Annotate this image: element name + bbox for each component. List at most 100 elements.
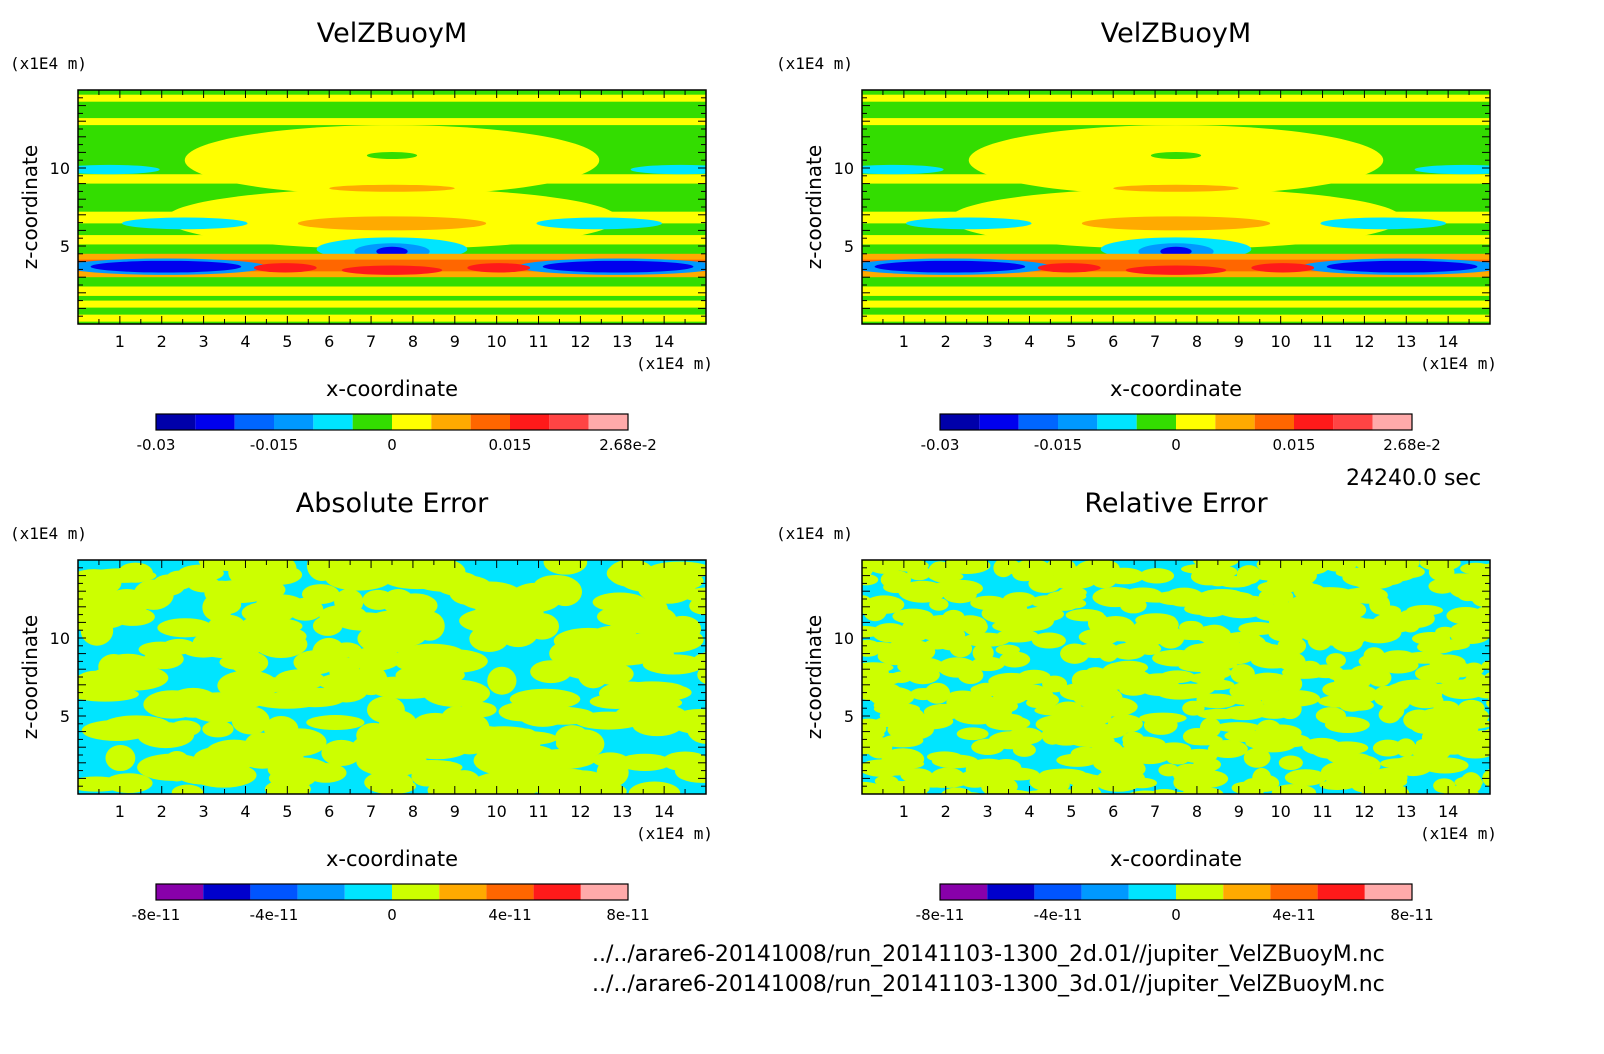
contour-level	[1449, 626, 1490, 645]
contour-level	[907, 713, 954, 730]
contour-level	[606, 603, 677, 634]
contour-level	[1126, 743, 1172, 765]
contour-level	[78, 686, 139, 702]
contour-level	[1372, 739, 1404, 757]
y-tick-label: 10	[834, 159, 854, 178]
contour-level	[1249, 774, 1280, 792]
colorbar-tick-label: 2.68e-2	[599, 436, 657, 454]
contour-level	[949, 640, 973, 658]
contour-level	[190, 762, 257, 788]
contour-level	[1081, 216, 1271, 231]
contour-level	[253, 263, 317, 273]
colorbar-tick-label: 8e-11	[1390, 906, 1433, 924]
contour-level	[254, 630, 308, 659]
colorbar-swatch	[533, 884, 581, 900]
contour-level	[1119, 684, 1148, 696]
colorbar-tick-label: 0	[1171, 436, 1181, 454]
contour-level	[80, 615, 114, 646]
x-unit-label: (x1E4 m)	[1420, 824, 1498, 843]
colorbar-tick-label: 2.68e-2	[1383, 436, 1441, 454]
y-tick-label: 5	[60, 237, 70, 256]
colorbar-swatch	[1097, 414, 1137, 430]
contour-level	[100, 665, 169, 691]
contour-level	[368, 778, 417, 794]
contour-level	[1456, 744, 1490, 759]
x-tick-label: 3	[199, 332, 209, 351]
contour-level	[366, 624, 427, 648]
x-tick-label: 14	[1438, 802, 1458, 821]
panel-title: VelZBuoyM	[1100, 18, 1252, 49]
contour-level	[1030, 789, 1055, 794]
colorbar-swatch	[940, 884, 988, 900]
x-axis-label: x-coordinate	[1109, 377, 1242, 401]
colorbar-tick-label: -0.03	[921, 436, 960, 454]
contour-level	[1195, 603, 1227, 618]
contour-level	[1324, 716, 1370, 733]
contour-level	[1028, 692, 1060, 708]
x-unit-label: (x1E4 m)	[1420, 354, 1498, 373]
contour-level	[171, 784, 204, 794]
contour-level	[78, 164, 160, 175]
colorbar-swatch	[203, 884, 251, 900]
contour-level	[1143, 715, 1178, 735]
x-tick-label: 2	[157, 802, 167, 821]
x-tick-label: 4	[240, 332, 250, 351]
contour-level	[157, 618, 214, 638]
contour-level	[942, 560, 991, 574]
colorbar-swatch	[156, 884, 204, 900]
contour-level	[1199, 624, 1230, 646]
contour-field	[862, 90, 1490, 324]
x-tick-label: 12	[570, 332, 590, 351]
x-axis-label: x-coordinate	[325, 847, 458, 871]
contour-level	[1000, 767, 1040, 781]
contour-level	[558, 780, 627, 794]
x-tick-label: 9	[450, 802, 460, 821]
contour-level	[1472, 592, 1490, 608]
x-tick-label: 1	[899, 332, 909, 351]
contour-level	[968, 125, 1384, 196]
contour-level	[862, 314, 1490, 322]
contour-level	[1031, 632, 1066, 649]
contour-level	[1139, 568, 1175, 584]
colorbar: -8e-11 -4e-11 0 4e-11 8e-11	[132, 883, 650, 924]
contour-level	[1173, 773, 1199, 792]
colorbar-swatch	[987, 884, 1035, 900]
x-tick-label: 2	[157, 332, 167, 351]
colorbar-frame	[939, 413, 1413, 431]
colorbar-swatch	[1176, 414, 1216, 430]
contour-level	[1050, 577, 1095, 590]
colorbar-tick-label: 4e-11	[1272, 906, 1315, 924]
x-tick-label: 7	[366, 802, 376, 821]
contour-level	[881, 734, 924, 748]
panel-title: Relative Error	[1084, 488, 1268, 519]
contour-level	[1243, 747, 1271, 768]
colorbar-swatch	[1254, 414, 1294, 430]
x-tick-label: 14	[1438, 332, 1458, 351]
contour-level	[264, 779, 311, 794]
contour-level	[1411, 739, 1452, 762]
contour-level	[1207, 739, 1248, 759]
contour-level	[642, 654, 704, 675]
colorbar-tick-label: 0	[387, 436, 397, 454]
x-tick-label: 13	[1396, 802, 1416, 821]
colorbar-swatch	[156, 414, 196, 430]
y-unit-label: (x1E4 m)	[776, 524, 854, 543]
contour-level	[401, 728, 473, 760]
y-tick-label: 10	[50, 159, 70, 178]
colorbar-swatch	[439, 884, 487, 900]
contour-level	[169, 720, 201, 737]
colorbar-frame	[155, 883, 629, 901]
colorbar-swatch	[1364, 884, 1412, 900]
contour-level	[142, 762, 185, 779]
colorbar-tick-label: -8e-11	[132, 906, 181, 924]
contour-level	[1347, 700, 1374, 711]
contour-level	[956, 727, 989, 741]
colorbar-swatch	[195, 414, 235, 430]
contour-level	[1326, 260, 1478, 273]
contour-level	[427, 779, 468, 794]
contour-level	[863, 600, 887, 622]
contour-field	[862, 560, 1490, 794]
